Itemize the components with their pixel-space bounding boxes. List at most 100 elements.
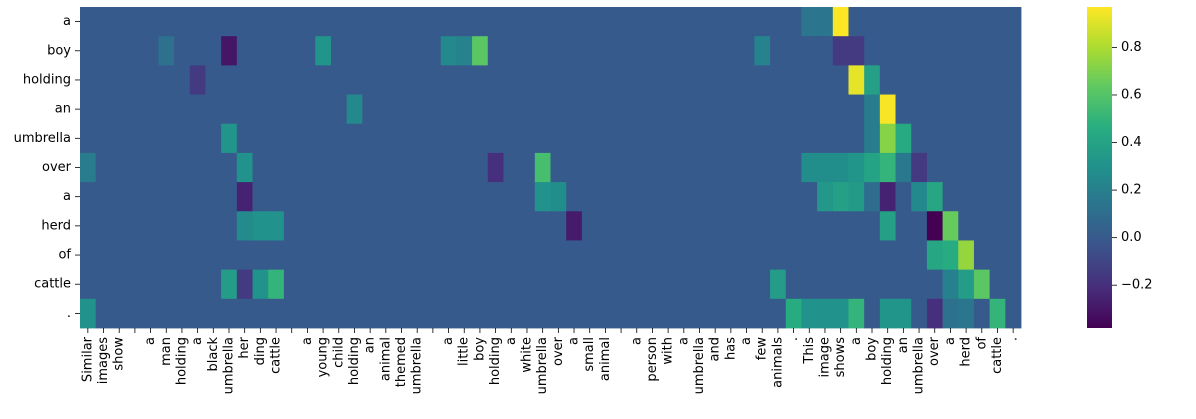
heatmap-cell xyxy=(127,36,144,66)
heatmap-cell xyxy=(268,211,285,241)
heatmap-cell xyxy=(221,269,238,300)
x-tick-label: a xyxy=(629,337,644,345)
heatmap-cell xyxy=(127,65,144,95)
heatmap-cell xyxy=(770,269,787,300)
heatmap-cell xyxy=(581,123,598,154)
heatmap-cell xyxy=(707,65,724,95)
heatmap-cell xyxy=(942,65,959,95)
heatmap-cell xyxy=(330,65,348,95)
heatmap-cell xyxy=(440,298,457,329)
heatmap-cell xyxy=(723,7,740,37)
heatmap-cell xyxy=(283,152,300,183)
heatmap-cell xyxy=(550,182,567,212)
heatmap-cell xyxy=(597,36,614,66)
heatmap-cell xyxy=(738,211,755,241)
heatmap-cell xyxy=(989,211,1006,241)
heatmap-cell xyxy=(95,182,112,212)
heatmap-cell xyxy=(926,211,943,241)
heatmap-cell xyxy=(409,123,426,154)
heatmap-cell xyxy=(754,298,771,329)
y-tick-label: boy xyxy=(47,43,71,58)
heatmap-cell xyxy=(817,240,834,271)
heatmap-cell xyxy=(895,182,912,212)
heatmap-cell xyxy=(770,36,787,66)
heatmap-cell xyxy=(409,240,426,271)
heatmap-cell xyxy=(817,298,834,329)
heatmap-cell xyxy=(848,269,865,300)
heatmap-cell xyxy=(832,240,849,271)
heatmap-cell xyxy=(848,94,865,125)
heatmap-cell xyxy=(785,94,802,125)
heatmap-cell xyxy=(268,65,285,95)
x-axis: Similar images show a man holding a black umbrel… xyxy=(80,328,1021,394)
heatmap-cell xyxy=(926,123,943,154)
heatmap-cell xyxy=(221,152,238,183)
heatmap-cell xyxy=(205,269,222,300)
heatmap-cell xyxy=(315,211,332,241)
heatmap-cell xyxy=(864,65,881,95)
x-tick-label: umbrella xyxy=(692,337,707,394)
heatmap-cell xyxy=(362,7,379,37)
heatmap-cell xyxy=(127,240,144,271)
heatmap-cell xyxy=(895,269,912,300)
heatmap-cell xyxy=(628,152,645,183)
heatmap-cell xyxy=(503,123,520,154)
heatmap-cell xyxy=(644,152,661,183)
heatmap-cell xyxy=(660,298,677,329)
heatmap-cell xyxy=(785,123,802,154)
heatmap-cell xyxy=(111,269,128,300)
heatmap-cell xyxy=(519,182,536,212)
heatmap-cell xyxy=(268,182,285,212)
heatmap-cell xyxy=(425,123,442,154)
heatmap-cell xyxy=(973,211,991,241)
heatmap-cell xyxy=(989,269,1006,300)
heatmap-cell xyxy=(566,7,583,37)
heatmap-cell xyxy=(456,94,473,125)
heatmap-cell xyxy=(707,152,724,183)
heatmap-cell xyxy=(158,36,175,66)
heatmap-cell xyxy=(989,7,1006,37)
heatmap-cell xyxy=(252,94,269,125)
heatmap-cell xyxy=(158,7,175,37)
heatmap-cell xyxy=(597,94,614,125)
heatmap-cell xyxy=(628,65,645,95)
heatmap-cell xyxy=(503,240,520,271)
heatmap-cell xyxy=(189,211,206,241)
heatmap-cell xyxy=(581,182,598,212)
heatmap-cell xyxy=(801,7,818,37)
heatmap-cell xyxy=(926,36,943,66)
heatmap-cell xyxy=(487,240,504,271)
heatmap-cell xyxy=(691,298,708,329)
heatmap-cell xyxy=(158,298,175,329)
heatmap-cell xyxy=(472,240,489,271)
heatmap-cell xyxy=(440,7,457,37)
heatmap-cell xyxy=(691,94,708,125)
heatmap-cell xyxy=(409,152,426,183)
heatmap-cell xyxy=(252,240,269,271)
heatmap-cell xyxy=(675,94,693,125)
heatmap-cell xyxy=(142,36,159,66)
x-tick-label: white xyxy=(519,337,534,373)
x-tick-label: person xyxy=(645,337,660,382)
colorbar-tick-label: 0.4 xyxy=(1121,135,1142,150)
heatmap-cell xyxy=(189,7,206,37)
heatmap-cell xyxy=(377,123,395,154)
heatmap-cell xyxy=(895,298,912,329)
heatmap-cell xyxy=(80,211,97,241)
heatmap-cell xyxy=(142,152,159,183)
x-tick-label: a xyxy=(739,337,754,345)
heatmap-cell xyxy=(864,123,881,154)
heatmap-cell xyxy=(346,182,363,212)
heatmap-cell xyxy=(487,123,504,154)
x-tick-label: umbrella xyxy=(535,337,550,394)
heatmap-cell xyxy=(205,182,222,212)
heatmap-cell xyxy=(174,211,191,241)
heatmap-cell xyxy=(675,65,693,95)
y-tick-label: of xyxy=(58,248,71,263)
heatmap-cell xyxy=(550,269,567,300)
heatmap-cell xyxy=(315,240,332,271)
heatmap-cell xyxy=(236,65,253,95)
heatmap-cell xyxy=(362,123,379,154)
heatmap-cell xyxy=(848,36,865,66)
heatmap-cell xyxy=(942,182,959,212)
